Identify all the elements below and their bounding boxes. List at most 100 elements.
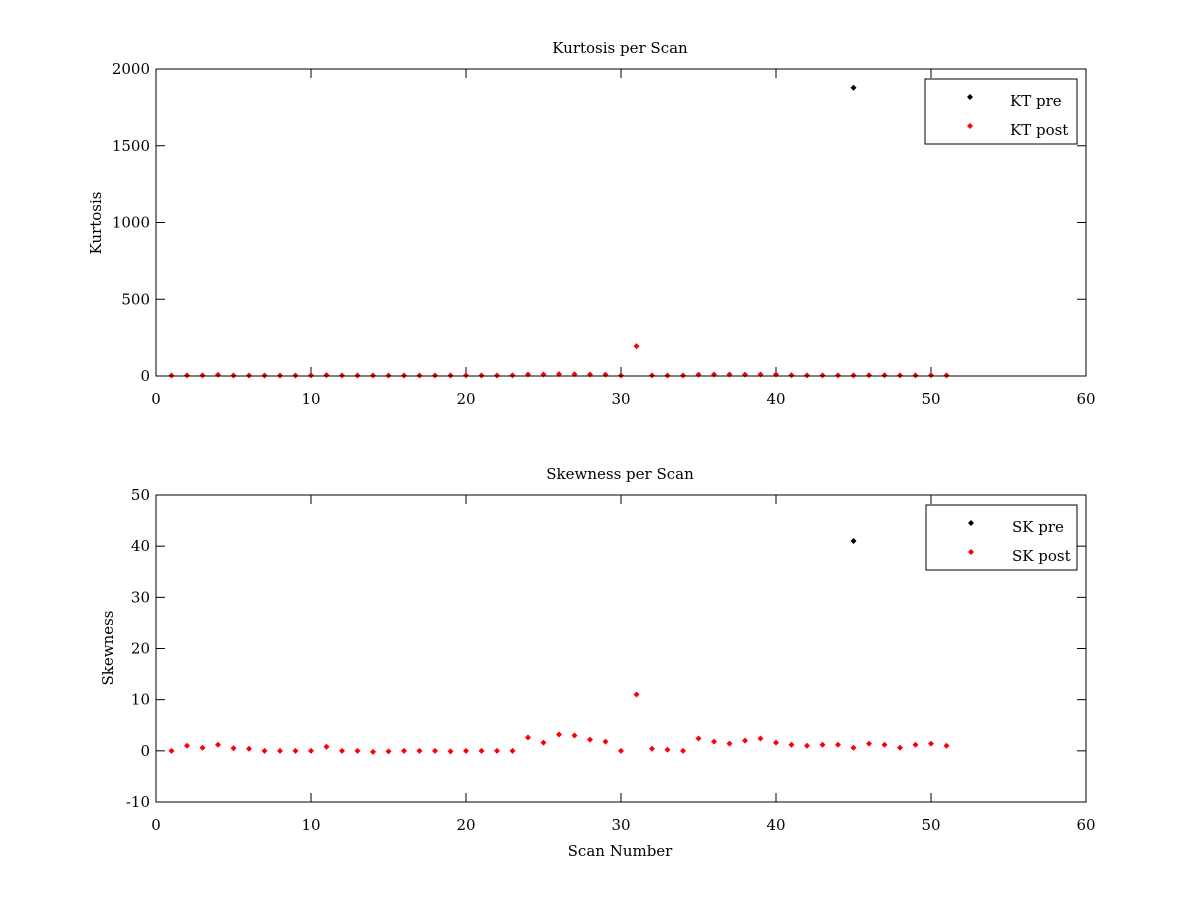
legend-marker-point bbox=[968, 520, 974, 526]
y-tick-label: 0 bbox=[140, 367, 150, 385]
x-tick-label: 40 bbox=[766, 390, 785, 408]
data-point bbox=[277, 747, 283, 754]
y-tick-label: 500 bbox=[121, 290, 150, 308]
x-tick-label: 30 bbox=[611, 390, 630, 408]
data-point bbox=[230, 745, 237, 752]
data-point bbox=[308, 372, 314, 379]
data-point bbox=[726, 740, 733, 747]
data-point bbox=[215, 371, 221, 378]
data-point bbox=[757, 735, 764, 742]
data-point bbox=[788, 741, 795, 748]
data-point bbox=[323, 372, 330, 379]
data-point bbox=[912, 372, 919, 379]
data-point bbox=[912, 741, 919, 748]
data-point bbox=[835, 372, 841, 379]
data-point bbox=[463, 372, 469, 379]
data-point bbox=[897, 744, 903, 751]
data-point bbox=[804, 742, 810, 749]
legend: SK pre SK post bbox=[925, 504, 1078, 571]
data-point bbox=[199, 744, 206, 751]
x-tick-label: 10 bbox=[301, 816, 320, 834]
data-point bbox=[385, 748, 392, 755]
kurtosis-panel: Kurtosis per Scan Kurtosis 0 10 20 30 40 50 60… bbox=[87, 39, 1096, 408]
legend-label-sk-post: SK post bbox=[1012, 547, 1071, 565]
data-point bbox=[184, 742, 190, 749]
y-tick-label: 1500 bbox=[112, 137, 150, 155]
x-tick-label: 10 bbox=[301, 390, 320, 408]
legend-marker-kt-pre bbox=[967, 94, 973, 100]
data-point bbox=[850, 538, 857, 545]
y-axis-label: Skewness bbox=[99, 610, 117, 685]
data-point bbox=[695, 371, 702, 378]
y-tick-label: 1000 bbox=[112, 214, 150, 232]
data-point bbox=[649, 745, 655, 752]
x-tick-label: 60 bbox=[1076, 390, 1095, 408]
data-point bbox=[339, 747, 345, 754]
data-point bbox=[928, 740, 934, 747]
data-point bbox=[804, 372, 810, 379]
data-point bbox=[680, 747, 686, 754]
data-point bbox=[881, 741, 888, 748]
data-point bbox=[850, 84, 857, 91]
data-point bbox=[711, 371, 717, 378]
data-point bbox=[587, 736, 593, 743]
x-tick-label: 50 bbox=[921, 816, 940, 834]
data-point bbox=[184, 372, 190, 379]
data-point bbox=[261, 747, 268, 754]
data-point bbox=[292, 747, 299, 754]
legend-label-sk-pre: SK pre bbox=[1012, 518, 1064, 536]
data-point bbox=[850, 372, 857, 379]
data-point bbox=[819, 372, 826, 379]
data-point bbox=[897, 372, 903, 379]
legend-box bbox=[925, 504, 1078, 571]
data-point bbox=[354, 747, 361, 754]
data-point bbox=[401, 747, 407, 754]
data-point bbox=[540, 371, 547, 378]
axis-ticks: 0 10 20 30 40 50 60 0 500 1000 1500 2000 bbox=[112, 60, 1096, 408]
data-point bbox=[199, 372, 206, 379]
data-point bbox=[928, 372, 934, 379]
data-points bbox=[168, 538, 950, 755]
y-axis-label: Kurtosis bbox=[87, 192, 105, 255]
legend-marker-point bbox=[967, 123, 973, 129]
data-point bbox=[742, 737, 748, 744]
y-tick-label: 30 bbox=[131, 588, 150, 606]
data-point bbox=[649, 372, 655, 379]
data-point bbox=[432, 747, 438, 754]
data-point bbox=[587, 371, 593, 378]
data-point bbox=[308, 747, 314, 754]
legend-label-kt-pre: KT pre bbox=[1010, 92, 1062, 110]
skewness-panel: Skewness per Scan Skewness Scan Number 0… bbox=[99, 465, 1096, 860]
data-point bbox=[478, 747, 485, 754]
data-point bbox=[726, 371, 733, 378]
data-point bbox=[602, 371, 609, 378]
legend-box bbox=[924, 78, 1078, 145]
data-point bbox=[509, 372, 516, 379]
y-tick-label: 2000 bbox=[112, 60, 150, 78]
data-point bbox=[370, 748, 376, 755]
chart-title: Skewness per Scan bbox=[546, 465, 694, 483]
data-point bbox=[525, 371, 531, 378]
data-point bbox=[494, 747, 500, 754]
data-point bbox=[773, 739, 779, 746]
data-point bbox=[866, 740, 872, 747]
data-point bbox=[571, 732, 578, 739]
legend-marker-sk-pre bbox=[968, 520, 974, 526]
plot-frame bbox=[155, 494, 1087, 803]
legend-marker-sk-post bbox=[968, 549, 974, 555]
data-point bbox=[742, 371, 748, 378]
y-tick-label: 20 bbox=[131, 640, 150, 658]
data-point bbox=[323, 743, 330, 750]
legend-marker-kt-post bbox=[967, 123, 973, 129]
y-tick-label: 40 bbox=[131, 537, 150, 555]
data-points bbox=[168, 84, 950, 379]
data-point bbox=[633, 691, 640, 698]
data-point bbox=[773, 371, 779, 378]
legend-marker-point bbox=[968, 549, 974, 555]
x-tick-label: 20 bbox=[456, 816, 475, 834]
x-tick-label: 40 bbox=[766, 816, 785, 834]
y-tick-label: 0 bbox=[140, 742, 150, 760]
data-point bbox=[850, 744, 857, 751]
